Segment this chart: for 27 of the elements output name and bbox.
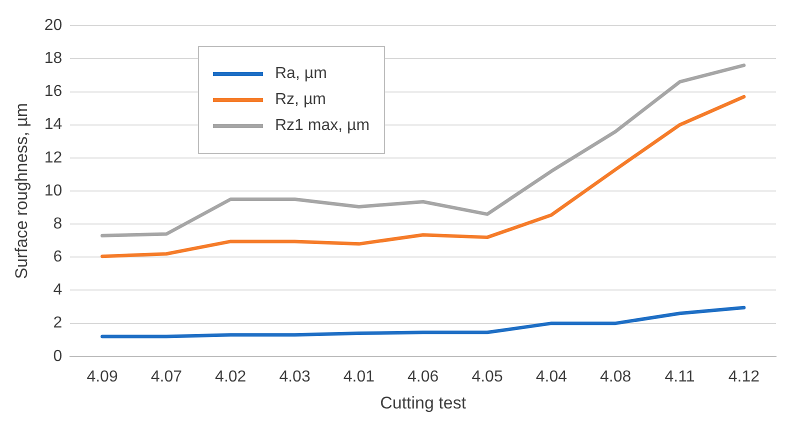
x-tick-label: 4.09 [86,368,118,386]
x-tick-label: 4.03 [279,368,310,386]
legend-label: Ra, µm [275,65,327,83]
y-tick-label: 12 [44,149,62,166]
x-tick-label: 4.07 [150,368,182,386]
y-tick-label: 2 [53,314,62,332]
x-tick-label: 4.05 [472,368,503,386]
y-tick-label: 16 [44,83,62,100]
x-tick-label: 4.12 [728,368,760,386]
y-axis-title: Surface roughness, µm [12,102,31,280]
legend-label: Rz1 max, µm [275,117,370,135]
legend-label: Rz, µm [275,91,326,109]
x-tick-label: 4.08 [600,368,632,386]
x-tick-label: 4.02 [215,368,246,386]
y-tick-label: 20 [44,17,62,34]
y-tick-label: 8 [53,215,62,232]
x-axis-title: Cutting test [380,393,466,412]
y-tick-label: 6 [53,248,62,266]
x-tick-label: 4.04 [536,368,568,386]
y-tick-label: 14 [44,116,62,134]
y-tick-label: 10 [44,182,62,200]
x-tick-label: 4.11 [664,368,695,386]
x-tick-label: 4.01 [343,368,375,386]
x-tick-label: 4.06 [408,368,439,386]
y-tick-label: 4 [53,282,62,299]
y-tick-label: 18 [44,50,62,68]
y-tick-label: 0 [53,348,62,365]
